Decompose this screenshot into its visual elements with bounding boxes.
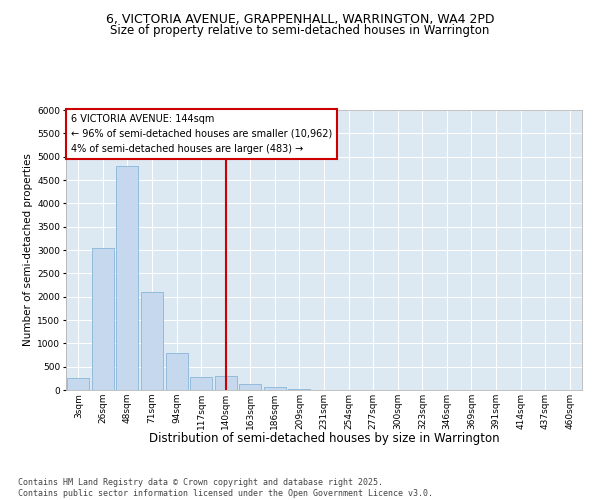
Bar <box>264 387 286 390</box>
Bar <box>289 388 310 390</box>
Y-axis label: Number of semi-detached properties: Number of semi-detached properties <box>23 154 33 346</box>
Bar <box>190 377 212 390</box>
Bar <box>116 166 139 390</box>
X-axis label: Distribution of semi-detached houses by size in Warrington: Distribution of semi-detached houses by … <box>149 432 499 445</box>
Bar <box>239 384 262 390</box>
Bar <box>141 292 163 390</box>
Bar <box>92 248 114 390</box>
Bar <box>67 378 89 390</box>
Text: 6 VICTORIA AVENUE: 144sqm
← 96% of semi-detached houses are smaller (10,962)
4% : 6 VICTORIA AVENUE: 144sqm ← 96% of semi-… <box>71 114 332 154</box>
Text: 6, VICTORIA AVENUE, GRAPPENHALL, WARRINGTON, WA4 2PD: 6, VICTORIA AVENUE, GRAPPENHALL, WARRING… <box>106 12 494 26</box>
Text: Size of property relative to semi-detached houses in Warrington: Size of property relative to semi-detach… <box>110 24 490 37</box>
Text: Contains HM Land Registry data © Crown copyright and database right 2025.
Contai: Contains HM Land Registry data © Crown c… <box>18 478 433 498</box>
Bar <box>166 352 188 390</box>
Bar <box>215 376 237 390</box>
